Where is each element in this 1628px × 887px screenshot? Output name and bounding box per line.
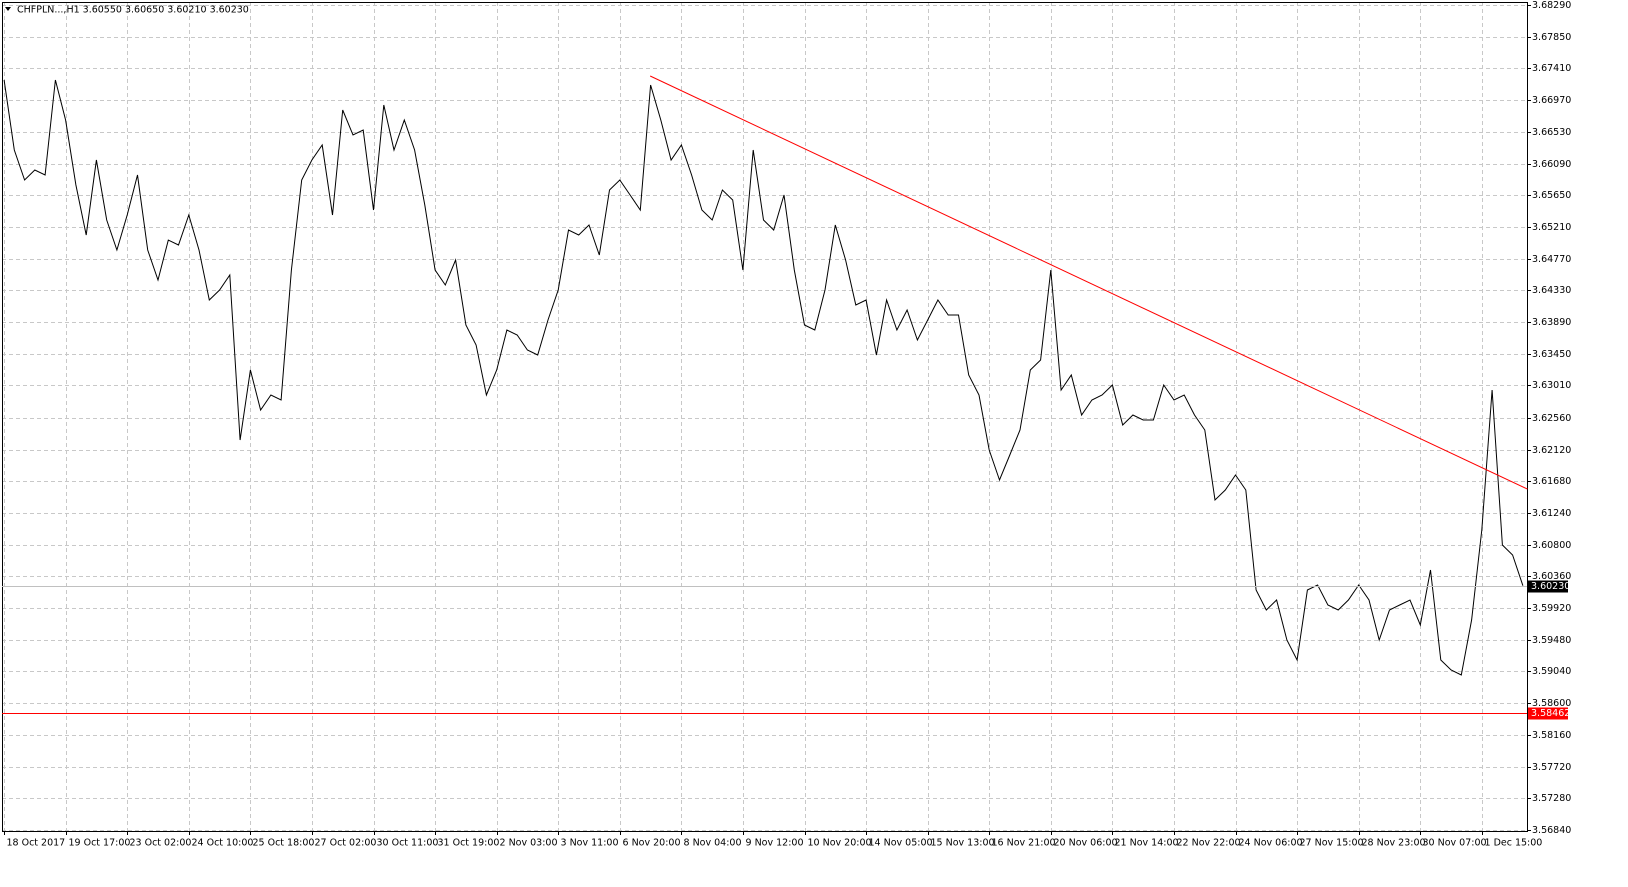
y-tick-label: 3.65650: [1532, 190, 1571, 201]
y-tick-label: 3.64330: [1532, 285, 1571, 296]
x-tick-label: 15 Nov 13:00: [931, 838, 995, 849]
x-tick-label: 23 Oct 02:00: [130, 838, 192, 849]
y-tick-label: 3.62560: [1532, 413, 1571, 424]
x-tick-label: 22 Nov 22:00: [1177, 838, 1241, 849]
x-tick-label: 8 Nov 04:00: [684, 838, 742, 849]
y-tick-label: 3.57280: [1532, 793, 1571, 804]
trendline: [649, 75, 1528, 490]
y-tick-label: 3.67410: [1532, 63, 1571, 74]
chart-title: CHFPLN...,H1 3.60550 3.60650 3.60210 3.6…: [17, 5, 249, 16]
y-tick-label: 3.68290: [1532, 0, 1571, 11]
y-tick-label: 3.58600: [1532, 698, 1571, 709]
y-tick-label: 3.64770: [1532, 254, 1571, 265]
price-label-box: [1528, 580, 1568, 593]
x-tick-label: 30 Oct 11:00: [377, 838, 439, 849]
x-tick-label: 16 Nov 21:00: [992, 838, 1056, 849]
x-tick-label: 30 Nov 07:00: [1423, 838, 1487, 849]
grid: [2, 2, 1527, 831]
x-tick-label: 27 Oct 02:00: [315, 838, 377, 849]
x-tick-label: 18 Oct 2017: [7, 838, 66, 849]
y-tick-label: 3.61680: [1532, 476, 1571, 487]
price-label: 3.60230: [1531, 581, 1570, 592]
x-tick-label: 24 Nov 06:00: [1239, 838, 1303, 849]
x-tick-label: 27 Nov 15:00: [1300, 838, 1364, 849]
y-tick-label: 3.60800: [1532, 540, 1571, 551]
y-tick-label: 3.59920: [1532, 603, 1571, 614]
y-tick-label: 3.62120: [1532, 445, 1571, 456]
x-tick-label: 3 Nov 11:00: [561, 838, 619, 849]
y-tick-label: 3.66970: [1532, 95, 1571, 106]
x-tick-label: 31 Oct 19:00: [438, 838, 500, 849]
y-tick-label: 3.60360: [1532, 571, 1571, 582]
y-tick-label: 3.65210: [1532, 222, 1571, 233]
x-tick-label: 1 Dec 15:00: [1485, 838, 1543, 849]
x-tick-label: 2 Nov 03:00: [500, 838, 558, 849]
y-tick-label: 3.61240: [1532, 508, 1571, 519]
y-tick-label: 3.66090: [1532, 159, 1571, 170]
x-tick-label: 6 Nov 20:00: [623, 838, 681, 849]
x-tick-label: 28 Nov 23:00: [1362, 838, 1426, 849]
y-tick-label: 3.63010: [1532, 380, 1571, 391]
y-tick-label: 3.59040: [1532, 666, 1571, 677]
x-tick-label: 24 Oct 10:00: [192, 838, 254, 849]
plot-frame: [2, 2, 1528, 832]
y-tick-label: 3.66530: [1532, 127, 1571, 138]
y-tick-label: 3.59480: [1532, 635, 1571, 646]
y-tick-label: 3.56840: [1532, 825, 1571, 836]
y-tick-label: 3.58160: [1532, 730, 1571, 741]
price-label-box: [1528, 707, 1568, 720]
y-tick-label: 3.67850: [1532, 32, 1571, 43]
x-tick-label: 14 Nov 05:00: [869, 838, 933, 849]
y-tick-label: 3.57720: [1532, 762, 1571, 773]
y-tick-label: 3.63450: [1532, 349, 1571, 360]
menu-icon[interactable]: [5, 7, 11, 11]
x-tick-label: 9 Nov 12:00: [746, 838, 804, 849]
x-tick-label: 19 Oct 17:00: [69, 838, 131, 849]
x-tick-label: 10 Nov 20:00: [808, 838, 872, 849]
y-tick-label: 3.63890: [1532, 317, 1571, 328]
x-tick-label: 21 Nov 14:00: [1115, 838, 1179, 849]
x-tick-label: 25 Oct 18:00: [253, 838, 315, 849]
price-label: 3.58462: [1531, 708, 1570, 719]
price-line: [3, 79, 1524, 676]
x-tick-label: 20 Nov 06:00: [1054, 838, 1118, 849]
